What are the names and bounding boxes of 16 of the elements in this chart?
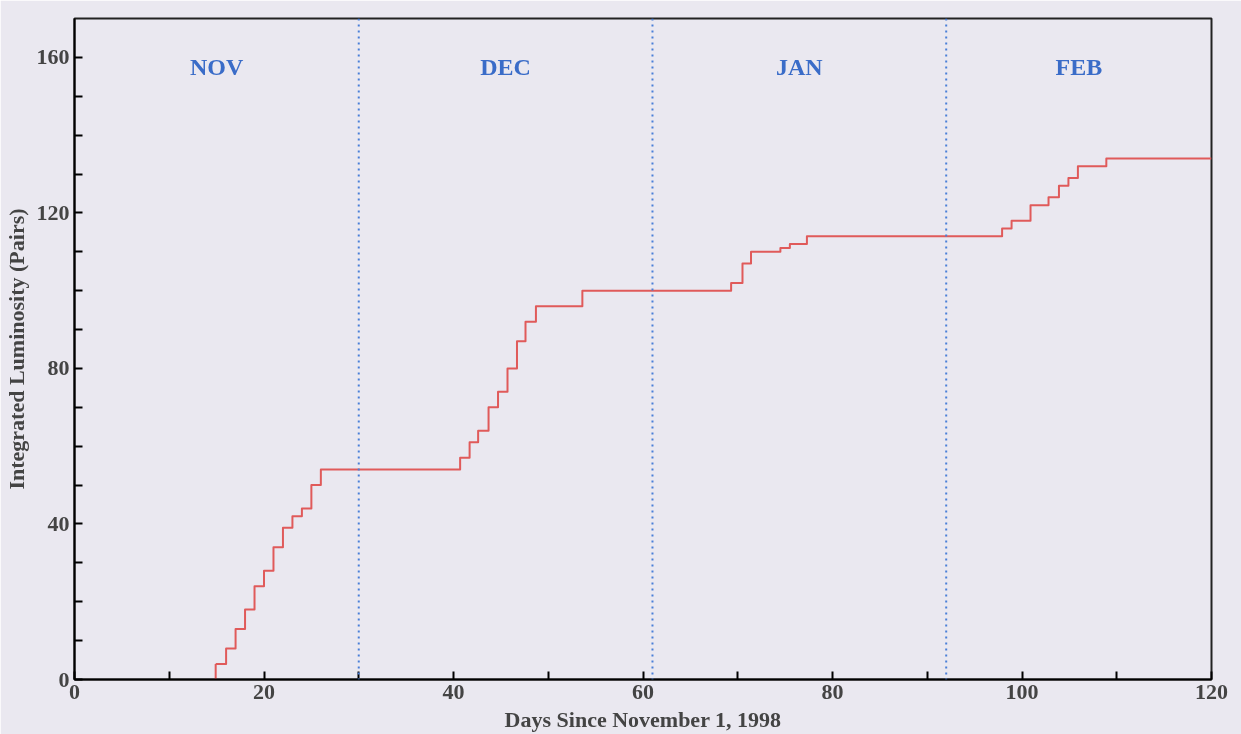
annotation: FEB [1055, 53, 1103, 80]
y-tick-label: 40 [47, 510, 70, 536]
annotation: JAN [776, 53, 824, 80]
x-tick-label: 60 [632, 678, 654, 704]
x-tick-label: 120 [1195, 678, 1228, 704]
y-tick-label: 120 [36, 199, 70, 225]
annotation: NOV [189, 53, 244, 80]
x-tick-label: 100 [1005, 678, 1039, 704]
x-tick-label: 80 [821, 678, 844, 704]
x-tick-label: 40 [442, 678, 465, 704]
x-tick-label: 20 [253, 678, 275, 704]
y-axis-title: Integrated Luminosity (Pairs) [3, 208, 29, 490]
y-tick-label: 160 [36, 44, 70, 70]
annotation: DEC [480, 53, 531, 80]
y-tick-label: 80 [47, 355, 70, 381]
x-axis-title: Days Since November 1, 1998 [504, 706, 782, 732]
